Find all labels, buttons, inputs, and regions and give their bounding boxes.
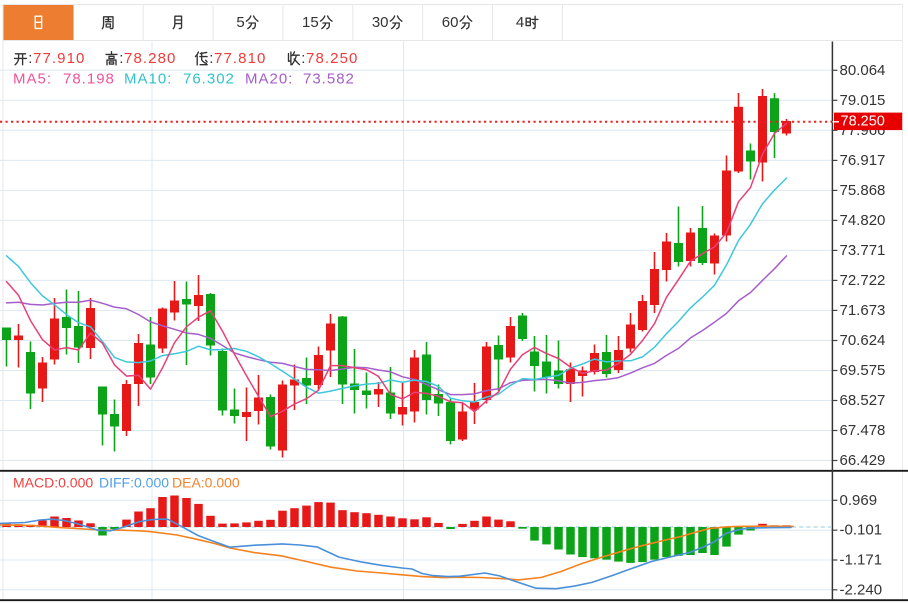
svg-text:74.820: 74.820 [840, 212, 886, 229]
svg-text:15: 15 [302, 14, 319, 31]
svg-text:72.722: 72.722 [840, 272, 886, 289]
svg-text:73.771: 73.771 [840, 242, 886, 259]
svg-text:73.582: 73.582 [303, 71, 355, 88]
svg-text:5: 5 [236, 14, 244, 31]
svg-text::: : [209, 50, 213, 67]
svg-text:0.969: 0.969 [840, 492, 878, 509]
svg-text::: : [119, 50, 123, 67]
svg-text:DEA:0.000: DEA:0.000 [172, 475, 240, 491]
svg-text:77.810: 77.810 [214, 50, 266, 67]
svg-text:71.673: 71.673 [840, 302, 886, 319]
svg-text:MA20:: MA20: [245, 71, 293, 88]
svg-text:70.624: 70.624 [840, 332, 886, 349]
svg-text:-2.240: -2.240 [840, 581, 883, 598]
svg-text:76.302: 76.302 [183, 71, 235, 88]
svg-text:MACD:0.000: MACD:0.000 [13, 475, 93, 491]
svg-text:-1.171: -1.171 [840, 552, 883, 569]
svg-text:MA10:: MA10: [124, 71, 172, 88]
svg-text::: : [28, 50, 32, 67]
svg-text:68.527: 68.527 [840, 392, 886, 409]
svg-text:78.280: 78.280 [124, 50, 176, 67]
svg-text:78.250: 78.250 [306, 50, 358, 67]
svg-text:79.015: 79.015 [840, 92, 886, 109]
svg-text:DIFF:0.000: DIFF:0.000 [99, 475, 169, 491]
svg-text:30: 30 [372, 14, 389, 31]
svg-text:60: 60 [442, 14, 459, 31]
svg-text:75.868: 75.868 [840, 182, 886, 199]
svg-text:76.917: 76.917 [840, 152, 886, 169]
svg-text:80.064: 80.064 [840, 62, 886, 79]
svg-text:69.575: 69.575 [840, 362, 886, 379]
svg-text:-0.101: -0.101 [840, 522, 883, 539]
svg-text:67.478: 67.478 [840, 422, 886, 439]
svg-text:78.198: 78.198 [63, 71, 115, 88]
svg-text:4: 4 [516, 14, 524, 31]
svg-text:78.250: 78.250 [841, 114, 885, 130]
svg-text:66.429: 66.429 [840, 452, 886, 469]
svg-text:MA5:: MA5: [13, 71, 52, 88]
svg-text:77.910: 77.910 [33, 50, 85, 67]
svg-text::: : [301, 50, 305, 67]
